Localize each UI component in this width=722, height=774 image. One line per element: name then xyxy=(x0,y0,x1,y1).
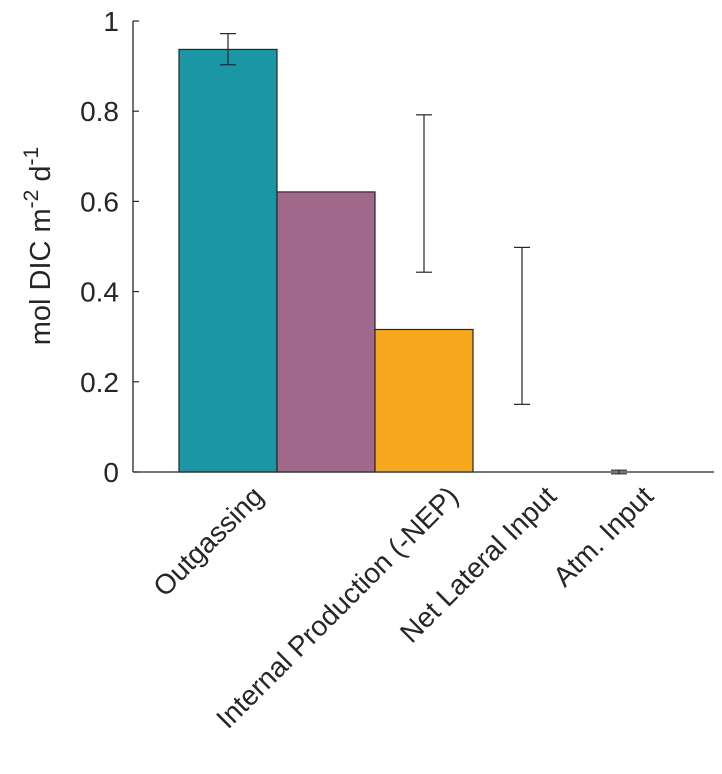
x-tick-label: Atm. Input xyxy=(547,480,659,592)
svg-text:mol DIC m-2 d-1: mol DIC m-2 d-1 xyxy=(20,147,57,346)
y-axis-label-mid: d xyxy=(25,165,57,189)
y-axis-label-exponent-2: -1 xyxy=(20,147,43,166)
x-tick-label: Outgassing xyxy=(147,480,269,602)
y-axis-label-main: mol DIC m xyxy=(25,208,57,345)
bar xyxy=(276,191,376,473)
y-tick-label: 1 xyxy=(103,6,119,37)
y-axis-label: mol DIC m-2 d-1 xyxy=(20,147,57,346)
y-tick-label: 0.4 xyxy=(80,277,119,308)
bar xyxy=(374,328,474,473)
y-axis-label-exponent-1: -2 xyxy=(20,190,43,209)
y-tick-label: 0.8 xyxy=(80,96,119,127)
y-tick-label: 0.6 xyxy=(80,186,119,217)
bar xyxy=(178,48,278,473)
y-tick-label: 0.2 xyxy=(80,367,119,398)
y-tick-label: 0 xyxy=(103,457,119,488)
